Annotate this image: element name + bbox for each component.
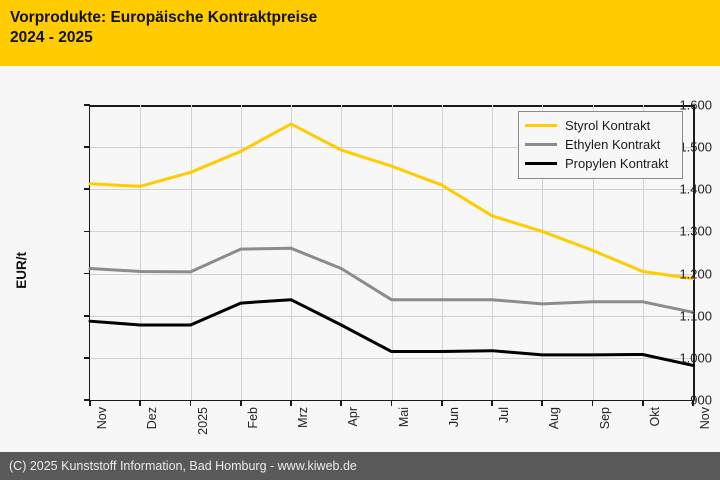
chart-region: EUR/t 1.600 1.500 1.400 1.300 1.200 1.100 1.00… [0,66,720,452]
plot-right-border [693,105,695,400]
y-axis-tick [84,104,90,106]
x-axis-tick-label: Jul [497,407,511,423]
gridline-vertical [391,105,393,400]
y-axis-tick [84,314,90,317]
y-axis-tick-label: 1.500 [679,139,712,155]
x-axis-tick [692,400,694,406]
gridline-vertical [291,105,292,400]
x-axis-tick-label: Apr [346,407,361,427]
page-title-line1: Vorprodukte: Europäische Kontraktpreise [10,9,318,26]
legend-item-label: Styrol Kontrakt [565,118,651,133]
x-axis-tick-label: Mrz [296,407,310,428]
x-axis-tick [541,400,544,406]
x-axis-tick [390,400,393,406]
gridline-vertical [542,105,544,400]
x-axis-tick [189,400,192,406]
series-line [88,246,695,314]
x-axis-tick-label: Aug [547,407,562,430]
gridline-vertical [492,105,493,400]
legend-item[interactable]: Ethylen Kontrakt [525,135,676,154]
legend-item-label: Ethylen Kontrakt [565,137,661,152]
y-axis-tick [84,357,90,359]
x-axis-tick [491,400,493,406]
x-axis-tick [340,400,343,406]
x-axis-tick [139,400,142,406]
x-axis-tick-label: Okt [647,407,662,427]
y-axis-tick [84,146,90,148]
header-banner: Vorprodukte: Europäische Kontraktpreise … [0,0,720,66]
legend-item[interactable]: Propylen Kontrakt [525,154,676,173]
copyright-text: (C) 2025 Kunststoff Information, Bad Hom… [9,459,357,473]
legend-item-label: Propylen Kontrakt [565,156,669,171]
y-axis-tick-label: 900 [690,392,712,408]
series-lines [88,122,695,367]
series-line [88,122,695,281]
y-axis-tick [84,230,90,233]
y-axis-title: EUR/t [14,252,29,289]
y-axis-tick-label: 1.300 [679,223,712,239]
x-axis-tick [89,400,91,406]
page-title-line2: 2024 - 2025 [10,29,93,46]
gridline-vertical [190,105,192,400]
y-axis-tick-label: 1.200 [679,266,712,282]
y-axis-tick-label: 1.400 [679,181,712,197]
y-axis-tick-label: 1.100 [679,308,712,324]
x-axis-tick [591,400,594,406]
legend-color-swatch [525,142,557,147]
gridline-vertical [240,105,242,400]
x-axis-tick [290,400,292,406]
y-axis-tick [84,399,90,401]
legend-item[interactable]: Styrol Kontrakt [525,116,676,135]
x-axis-tick-label: Nov [698,407,712,430]
y-axis-tick-label: 1.600 [679,97,712,113]
x-axis-tick-label: 2025 [195,407,210,435]
gridline-vertical [441,105,443,400]
x-axis-tick-label: Nov [95,407,109,430]
y-axis-tick [84,272,90,275]
x-axis-tick [440,400,443,406]
legend-color-swatch [525,123,557,128]
x-axis-tick [239,400,242,406]
y-axis-tick [84,188,90,191]
gridline-vertical [642,105,644,400]
gridline-vertical [140,105,142,400]
gridline-vertical [592,105,594,400]
x-axis-tick-label: Mai [396,407,411,428]
x-axis-tick-label: Feb [245,407,260,429]
x-axis-tick-label: Jun [446,407,461,428]
chart-legend: Styrol Kontrakt Ethylen Kontrakt Propylen … [518,111,683,179]
series-line [88,298,695,367]
y-axis-tick-label: 1.000 [679,350,712,366]
x-axis-tick-label: Sep [597,407,612,430]
x-axis-tick [641,400,644,406]
x-axis-tick-label: Dez [145,407,160,430]
gridline-vertical [341,105,343,400]
footer-bar: (C) 2025 Kunststoff Information, Bad Hom… [0,452,720,480]
legend-color-swatch [525,161,557,166]
